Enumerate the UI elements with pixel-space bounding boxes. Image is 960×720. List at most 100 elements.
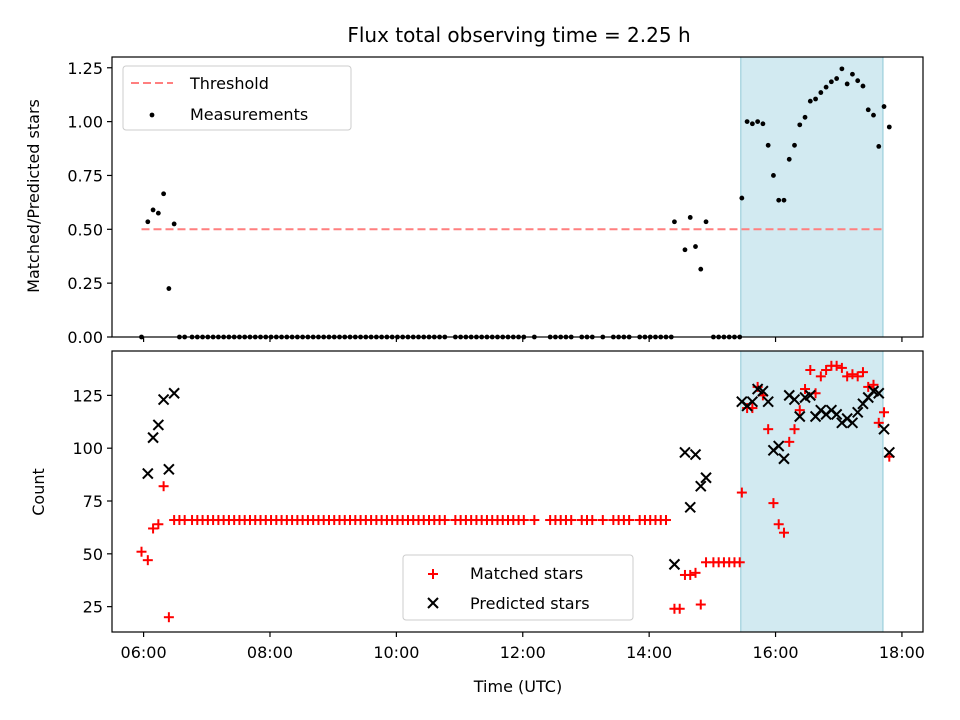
data-point (818, 90, 824, 95)
data-point (163, 463, 175, 476)
x-tick-label: 14:00 (626, 643, 672, 662)
data-point (778, 527, 789, 538)
data-point (876, 143, 882, 149)
data-point (839, 66, 845, 72)
data-point (784, 436, 795, 447)
data-point (778, 453, 790, 465)
x-tick-label: 16:00 (752, 643, 798, 662)
legend-measurements-swatch (149, 112, 155, 118)
data-point (668, 558, 681, 571)
data-point-stroke (679, 446, 691, 459)
x-tick-label: 12:00 (500, 643, 546, 662)
shaded-interval (740, 56, 884, 338)
data-point (529, 515, 540, 526)
data-point (807, 98, 813, 104)
data-point (886, 124, 892, 130)
x-tick-label: 18:00 (879, 643, 925, 662)
data-point (152, 419, 165, 431)
data-point-stroke (695, 480, 707, 492)
y-tick-label: 75 (83, 492, 103, 511)
data-point-stroke (778, 453, 790, 465)
data-point (700, 472, 712, 484)
data-point (153, 519, 164, 530)
data-point (794, 410, 806, 423)
data-point (739, 195, 745, 201)
data-point (879, 407, 890, 418)
data-point (834, 76, 840, 81)
data-point-stroke (152, 419, 165, 431)
data-point-stroke (867, 385, 880, 397)
y-tick-label: 0.25 (67, 274, 103, 293)
data-point (171, 221, 177, 227)
data-point (674, 603, 685, 614)
data-point (661, 515, 672, 526)
data-point (788, 393, 801, 406)
data-point (734, 557, 745, 568)
data-point (736, 487, 747, 498)
data-point (878, 423, 890, 435)
data-point-stroke (700, 472, 712, 484)
data-point (755, 119, 761, 125)
data-point (828, 79, 834, 85)
data-point-stroke (757, 385, 769, 397)
data-point (166, 286, 172, 291)
data-point (161, 191, 167, 197)
data-point-stroke (746, 395, 759, 408)
data-point (168, 387, 180, 399)
data-point (698, 266, 704, 272)
data-point-stroke (878, 423, 890, 435)
data-point (148, 523, 159, 534)
y-tick-label: 0.75 (67, 166, 103, 185)
data-point-stroke (147, 431, 159, 444)
y-tick-label: 100 (72, 439, 103, 458)
data-point (682, 247, 688, 253)
data-point (805, 365, 816, 376)
data-point (760, 121, 766, 127)
data-point (672, 219, 677, 225)
data-point (439, 515, 450, 526)
data-point (781, 197, 787, 203)
legend-matched-label: Matched stars (470, 564, 583, 583)
data-point (773, 519, 784, 530)
data-point-stroke (762, 395, 774, 408)
data-point (150, 207, 156, 213)
data-point-stroke (846, 417, 859, 429)
data-point (695, 480, 707, 492)
data-point-stroke (794, 410, 806, 423)
data-point (857, 367, 868, 378)
data-point (836, 362, 847, 373)
data-point (821, 365, 832, 376)
data-point (746, 395, 759, 408)
data-point (800, 384, 811, 395)
data-point (685, 569, 696, 580)
data-point (776, 197, 782, 203)
data-point (158, 481, 169, 492)
data-point (142, 555, 153, 566)
y-tick-label: 50 (83, 545, 103, 564)
data-point (813, 96, 818, 102)
axes-frame (111, 350, 924, 633)
data-point-stroke (689, 448, 702, 461)
data-point-stroke (804, 389, 817, 402)
data-point-stroke (772, 440, 785, 452)
x-tick-label: 08:00 (247, 643, 293, 662)
bottom-axes: 25 50 75 100 125 06:00 08:00 10:00 12:00 14:00 16:… (72, 350, 925, 662)
legend-box (402, 554, 634, 621)
data-point (846, 417, 859, 429)
data-point (792, 142, 797, 148)
data-point-stroke (751, 383, 764, 395)
data-point (860, 83, 866, 89)
legend: Matched stars Predicted stars (402, 554, 634, 621)
chart-title: Flux total observing time = 2.25 h (347, 23, 690, 47)
bottom-y-axis-label: Count (29, 468, 48, 516)
data-point (695, 599, 706, 610)
data-point (802, 114, 808, 120)
legend: Threshold Measurements (122, 65, 352, 131)
x-tick-label: 10:00 (373, 643, 419, 662)
axes-frame (111, 56, 924, 338)
top-y-axis-label: Matched/Predicted stars (24, 99, 43, 293)
data-point (163, 612, 174, 623)
y-tick-label: 25 (83, 598, 103, 617)
data-point (768, 498, 779, 509)
